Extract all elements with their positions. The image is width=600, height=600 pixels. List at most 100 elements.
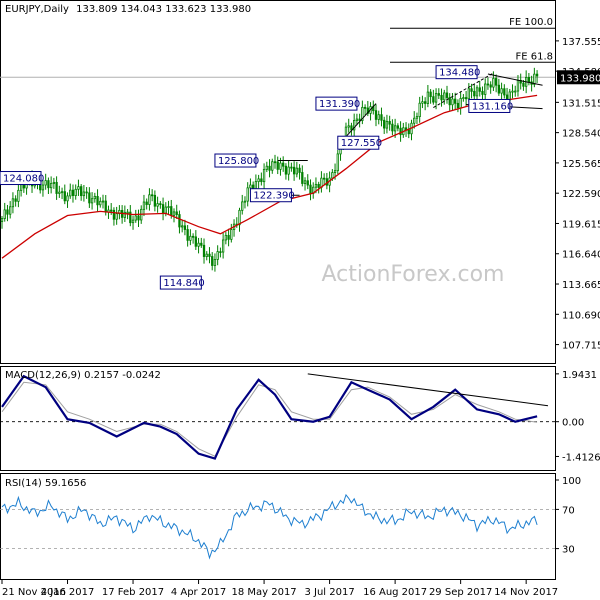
candle-body [6,209,9,215]
candle-body [216,251,219,260]
candle-body [175,211,178,215]
candle-body [257,178,260,182]
candle-body [208,253,211,257]
candle-body [211,256,214,266]
candle-body [249,184,252,189]
x-axis-tick-label: 3 Jul 2017 [304,587,354,598]
candle-body [309,184,312,195]
candle-body [503,88,506,96]
candle-body [178,214,181,228]
candle-body [41,184,45,191]
candle-body [112,209,116,220]
dashed-trend-line [433,72,494,109]
candle-body [172,211,176,216]
candle-body [478,87,481,92]
candle-body [301,172,304,184]
candle-body [115,213,118,220]
candle-body [355,118,359,121]
rsi-plot [0,493,555,560]
macd-trendline [307,373,549,407]
candle-body [262,168,266,183]
candle-body [273,161,277,164]
candle-body [448,97,451,106]
candle-body [230,229,233,240]
candle-body [63,191,66,202]
rsi-axis-tick-label: 70 [562,505,575,516]
candle-body [238,209,241,226]
candle-body [516,79,520,92]
candle-body [3,209,6,219]
candle-body [399,127,402,136]
candle-body [134,215,137,221]
candle-body [445,92,449,98]
candle-body [260,178,263,183]
candle-body [14,198,17,202]
price-callout-box [337,135,380,150]
candle-body [66,195,69,202]
candle-body [358,118,361,121]
candle-body [170,206,173,216]
macd-axis-tick-label: -1.4126 [562,452,600,463]
candle-body [459,98,462,109]
candle-body [415,116,419,119]
price-callout-box [214,153,257,168]
candle-body [161,204,165,214]
candle-body [221,239,225,253]
candle-body [265,165,268,170]
candle-body [194,236,197,247]
candle-body [429,91,432,98]
candle-body [159,203,162,206]
candle-body [142,201,146,210]
candle-body [60,191,64,194]
macd-line [1,374,538,460]
candle-body [276,161,279,170]
candle-body [55,181,58,194]
candle-body [279,162,282,170]
candle-body [385,121,389,129]
candle-body [363,106,367,109]
candle-body [71,189,75,196]
candle-body [164,206,167,214]
candle-body [464,97,468,100]
price-callout-label: 127.550 [341,138,382,149]
candle-body [90,198,94,204]
candle-body [350,125,353,131]
candle-body [306,180,309,186]
candle-body [527,77,531,83]
candle-body [150,194,154,197]
candle-body [380,114,383,121]
candle-body [282,162,285,167]
ohlc-values: 133.809 134.043 133.623 133.980 [76,4,251,15]
watermark: ActionForex.com [322,262,505,287]
candle-body [437,93,440,96]
price-plot: FE 100.0 FE 61.8 124.080 125.800 122.390 114.… [0,17,555,290]
candle-body [456,102,460,109]
candle-body [202,244,206,257]
candle-body [47,180,50,189]
candle-body [17,189,20,202]
candle-body [69,189,72,197]
candle-body [366,107,369,114]
axes: 137.555134.580131.515128.540125.565122.5… [1,37,600,598]
candle-body [511,90,514,93]
candle-body [440,94,443,101]
candle-body [393,125,397,132]
candle-body [451,98,454,106]
candle-body [396,125,400,129]
candle-body [361,106,364,121]
last-price-label: 133.980 [560,73,600,84]
candle-body [314,183,318,188]
candle-body [227,234,230,240]
candle-body [500,88,503,94]
candle-body [473,90,476,97]
candle-body [486,83,490,86]
candle-body [426,91,430,104]
candle-body [333,170,337,173]
candle-body [200,242,203,246]
price-axis-tick-label: 110.690 [562,310,600,321]
candle-body [421,101,424,104]
candle-body [434,93,438,103]
candle-body [317,183,320,188]
x-axis-tick-label: 18 May 2017 [231,587,296,598]
candle-body [475,87,479,97]
